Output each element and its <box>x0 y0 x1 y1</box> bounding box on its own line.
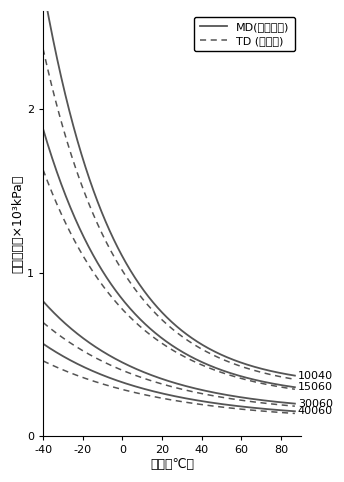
Text: 30060: 30060 <box>298 399 333 409</box>
Text: 15060: 15060 <box>298 382 333 392</box>
Legend: MD(長さ方向), TD (幅方向): MD(長さ方向), TD (幅方向) <box>194 17 295 51</box>
X-axis label: 温度（℃）: 温度（℃） <box>150 458 194 471</box>
Y-axis label: 引張強さ（×10³kPa）: 引張強さ（×10³kPa） <box>11 174 24 273</box>
Text: 10040: 10040 <box>298 371 333 381</box>
Text: 40060: 40060 <box>298 406 333 416</box>
